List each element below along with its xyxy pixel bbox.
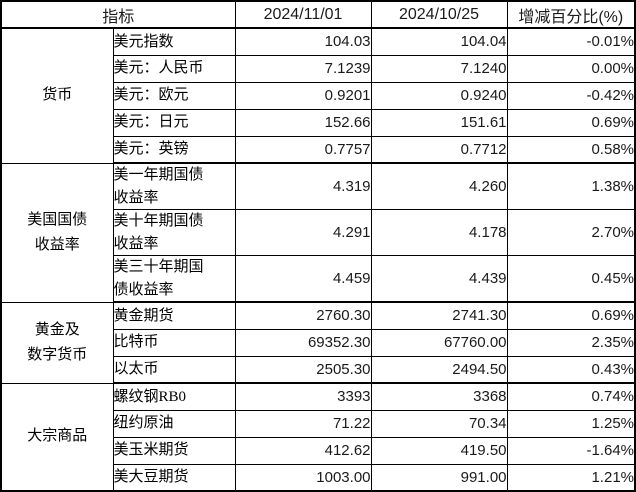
category-cell-currency: 货币 [0,27,114,164]
pct-cell: 0.00% [506,54,636,83]
category-cell-treasury: 美国国债 收益率 [0,162,114,303]
value-cell: 4.439 [370,255,508,303]
header-date-2: 2024/10/25 [370,0,508,29]
value-cell: 3368 [370,382,508,411]
value-cell: 0.7712 [370,135,508,164]
indicator-name-cell: 美三十年期国 债收益率 [112,255,236,303]
table-row: 美国国债 收益率 美一年期国债 收益率 4.319 4.260 1.38% [0,162,636,303]
value-cell: 2494.50 [370,355,508,384]
indicator-name-cell: 美元：人民币 [112,54,236,83]
value-cell: 4.319 [234,162,372,210]
table-row: 美玉米期货 412.62 419.50 -1.64% [1,436,636,465]
table-row: 美元：人民币 7.1239 7.1240 0.00% [1,54,636,83]
table-row: 美十年期国债 收益率 4.291 4.178 2.70% [1,209,636,256]
table-row: 以太币 2505.30 2494.50 0.43% [1,355,636,384]
value-cell: 412.62 [234,436,372,465]
value-cell: 3393 [234,382,372,411]
indicator-name-cell: 美元指数 [112,27,236,56]
value-cell: 4.178 [370,209,508,256]
pct-cell: -0.01% [506,27,636,56]
header-row: 指标 2024/11/01 2024/10/25 增减百分比(%) [0,0,636,29]
indicator-name-cell: 美一年期国债 收益率 [112,162,236,210]
indicator-name-cell: 美玉米期货 [112,436,236,465]
table-row: 比特币 69352.30 67760.00 2.35% [1,328,636,357]
pct-cell: 0.69% [506,301,636,330]
value-cell: 71.22 [234,409,372,438]
indicator-name-cell: 以太币 [112,355,236,384]
value-cell: 2760.30 [234,301,372,330]
value-cell: 151.61 [370,108,508,137]
value-cell: 0.9201 [234,81,372,110]
value-cell: 4.260 [370,162,508,210]
pct-cell: 0.74% [506,382,636,411]
value-cell: 419.50 [370,436,508,465]
table-row: 黄金及 数字货币 黄金期货 2760.30 2741.30 0.69% [0,301,636,384]
header-change-pct: 增减百分比(%) [506,0,636,29]
pct-cell: 2.35% [506,328,636,357]
pct-cell: 1.38% [506,162,636,210]
value-cell: 7.1239 [234,54,372,83]
value-cell: 69352.30 [234,328,372,357]
pct-cell: 2.70% [506,209,636,256]
value-cell: 2741.30 [370,301,508,330]
pct-cell: 1.25% [506,409,636,438]
value-cell: 104.03 [234,27,372,56]
indicator-name-cell: 美十年期国债 收益率 [112,209,236,256]
table-row: 货币 美元指数 104.03 104.04 -0.01% [0,27,636,164]
value-cell: 7.1240 [370,54,508,83]
header-date-1: 2024/11/01 [234,0,372,29]
pct-cell: 0.45% [506,255,636,303]
indicator-name-cell: 美大豆期货 [112,463,236,492]
indicator-name-cell: 比特币 [112,328,236,357]
table-row: 美三十年期国 债收益率 4.459 4.439 0.45% [1,255,636,303]
value-cell: 152.66 [234,108,372,137]
pct-cell: -1.64% [506,436,636,465]
indicator-name-cell: 美元：英镑 [112,135,236,164]
value-cell: 70.34 [370,409,508,438]
value-cell: 4.459 [234,255,372,303]
table-row: 美元：欧元 0.9201 0.9240 -0.42% [1,81,636,110]
category-cell-gold-digital: 黄金及 数字货币 [0,301,114,384]
pct-cell: 1.21% [506,463,636,492]
value-cell: 0.9240 [370,81,508,110]
pct-cell: 0.69% [506,108,636,137]
indicator-name-cell: 纽约原油 [112,409,236,438]
value-cell: 2505.30 [234,355,372,384]
value-cell: 67760.00 [370,328,508,357]
pct-cell: -0.42% [506,81,636,110]
value-cell: 104.04 [370,27,508,56]
value-cell: 4.291 [234,209,372,256]
value-cell: 1003.00 [234,463,372,492]
pct-cell: 0.58% [506,135,636,164]
value-cell: 0.7757 [234,135,372,164]
header-indicator: 指标 [0,0,236,29]
indicator-name-cell: 美元：日元 [112,108,236,137]
pct-cell: 0.43% [506,355,636,384]
category-cell-commodities: 大宗商品 [0,382,114,492]
indicator-name-cell: 黄金期货 [112,301,236,330]
table-row: 美元：英镑 0.7757 0.7712 0.58% [1,135,636,164]
indicator-name-cell: 螺纹钢RB0 [112,382,236,411]
table-row: 纽约原油 71.22 70.34 1.25% [1,409,636,438]
table-row: 大宗商品 螺纹钢RB0 3393 3368 0.74% [0,382,636,492]
indicator-name-cell: 美元：欧元 [112,81,236,110]
table-row: 美元：日元 152.66 151.61 0.69% [1,108,636,137]
value-cell: 991.00 [370,463,508,492]
